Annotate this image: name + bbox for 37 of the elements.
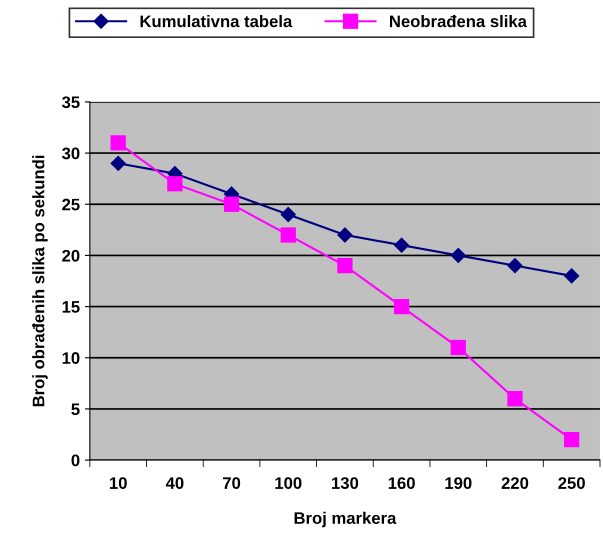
- x-tick-label: 130: [332, 477, 358, 490]
- x-tick-label: 40: [166, 477, 184, 489]
- legend-label: Kumulativna tabela: [140, 15, 292, 28]
- point: [450, 248, 466, 263]
- x-tick-label: 70: [223, 477, 240, 489]
- y-tick-label: 10: [62, 352, 80, 364]
- legend-label: Neobrađena slika: [390, 15, 528, 28]
- point: [224, 196, 240, 212]
- x-tick-label: 220: [502, 477, 528, 489]
- x-tick-label: 160: [388, 477, 415, 489]
- point: [167, 176, 183, 192]
- x-tick-label: 100: [275, 477, 302, 489]
- x-tick-label: 10: [110, 477, 127, 489]
- x-tick-label: 190: [445, 477, 472, 489]
- y-tick-label: 0: [72, 454, 80, 466]
- point: [450, 340, 466, 356]
- y-tick-label: 35: [62, 96, 80, 108]
- point: [337, 227, 352, 243]
- y-tick-label: 5: [71, 403, 80, 416]
- point: [337, 258, 353, 274]
- point: [110, 135, 126, 150]
- point: [280, 206, 296, 222]
- x-axis-title: Broj markera: [294, 512, 396, 528]
- point: [280, 227, 296, 243]
- y-tick-label: 20: [62, 250, 80, 262]
- y-tick-label: 25: [62, 198, 80, 210]
- x-tick-label: 250: [558, 477, 585, 489]
- point: [564, 432, 580, 448]
- point: [507, 258, 523, 274]
- point: [394, 298, 410, 314]
- y-axis-title: Broj obrađenih slika po sekundi: [32, 156, 48, 406]
- point: [507, 391, 523, 406]
- point: [394, 238, 410, 253]
- point: [110, 156, 126, 171]
- point: [564, 268, 580, 284]
- y-tick-label: 15: [62, 301, 80, 313]
- y-tick-label: 30: [62, 147, 80, 160]
